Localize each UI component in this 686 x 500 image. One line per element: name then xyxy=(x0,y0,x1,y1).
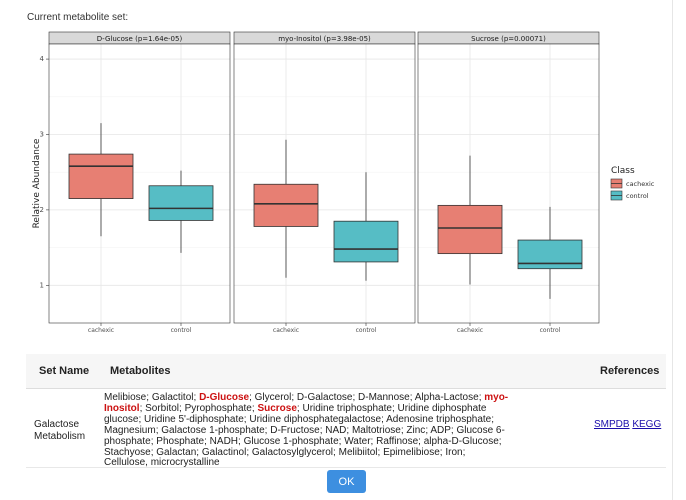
metabolite-item: Galactosylglycerol xyxy=(251,446,334,458)
header-references: References xyxy=(600,365,660,377)
metabolite-item: Melibiitol xyxy=(338,446,378,458)
metabolite-item: Adenosine triphosphate xyxy=(386,413,492,425)
x-tick-label: cachexic xyxy=(273,327,299,334)
metabolite-item: Zinc xyxy=(406,424,426,436)
metabolite-item: Pyrophosphate xyxy=(184,402,252,414)
box-control xyxy=(148,185,214,221)
metabolite-item: Water xyxy=(344,435,371,447)
header-metabolites: Metabolites xyxy=(110,365,171,377)
metabolite-item: Iron xyxy=(445,446,463,458)
facet-title: myo-Inositol (p=3.98e-05) xyxy=(278,35,371,43)
metabolite-item: Galactitol xyxy=(151,392,194,403)
metabolite-set-table: Set Name Metabolites References Galactos… xyxy=(26,354,666,468)
metabolite-item: Raffinose xyxy=(376,435,419,447)
metabolite-item: Stachyose xyxy=(104,446,151,458)
y-tick-label: 2 xyxy=(40,206,44,214)
metabolite-item: Glucose 1-phosphate xyxy=(243,435,339,447)
facet-title: D-Glucose (p=1.64e-05) xyxy=(97,35,183,43)
legend-title: Class xyxy=(611,166,635,176)
y-axis-title: Relative Abundance xyxy=(32,138,42,228)
table-header: Set Name Metabolites References xyxy=(26,354,666,389)
box-control xyxy=(333,220,399,263)
metabolite-item: NAD xyxy=(325,424,347,436)
panel-border xyxy=(48,43,231,324)
box-control xyxy=(517,239,583,270)
metabolite-highlighted: D-Glucose xyxy=(199,392,250,403)
facet-title: Sucrose (p=0.00071) xyxy=(471,35,546,43)
metabolite-item: Melibiose xyxy=(104,392,147,403)
metabolite-item: Galactan xyxy=(156,446,197,458)
metabolite-item: D-Mannose xyxy=(358,392,410,403)
smpdb-link[interactable]: SMPDB xyxy=(594,419,630,430)
x-tick-label: control xyxy=(540,327,561,334)
side-divider xyxy=(672,0,673,500)
panel-background xyxy=(418,44,599,323)
metabolite-item: ADP xyxy=(430,424,451,436)
y-tick-label: 3 xyxy=(40,130,44,138)
metabolite-item: Maltotriose xyxy=(351,424,401,436)
metabolite-item: Magnesium xyxy=(104,424,156,436)
metabolite-item: Uridine diphosphate glucose xyxy=(104,402,487,425)
box-cachexic xyxy=(68,153,134,199)
y-tick-label: 4 xyxy=(40,55,45,63)
references-cell: SMPDB KEGG xyxy=(594,419,661,430)
legend-label: cachexic xyxy=(626,180,655,188)
boxplot-chart: 1 2 3 4 Relative Abundance D-Glucose (p=1.64e… xyxy=(32,31,655,334)
panel-background xyxy=(234,44,415,323)
legend-label: control xyxy=(626,192,649,200)
panel-border xyxy=(417,43,600,324)
kegg-link[interactable]: KEGG xyxy=(632,419,662,430)
x-tick-label: cachexic xyxy=(457,327,483,334)
metabolite-item: Glucose 6-phosphate xyxy=(104,424,505,447)
set-name-cell: Galactose Metabolism xyxy=(34,419,86,442)
metabolite-highlighted: Sucrose xyxy=(257,402,297,414)
metabolite-item: Sorbitol xyxy=(145,402,180,414)
metabolite-item: Uridine triphosphate xyxy=(302,402,392,414)
metabolite-item: Galactose 1-phosphate xyxy=(161,424,265,436)
metabolite-item: Cellulose, microcrystalline xyxy=(104,457,220,469)
metabolite-item: Phosphate xyxy=(156,435,205,447)
metabolite-item: Uridine diphosphategalactose xyxy=(249,413,382,425)
x-tick-label: cachexic xyxy=(88,327,114,334)
metabolite-item: Galactinol xyxy=(201,446,247,458)
x-tick-label: control xyxy=(171,327,192,334)
metabolite-item: alpha-D-Glucose xyxy=(423,435,499,447)
metabolite-item: Glycerol xyxy=(254,392,292,403)
metabolite-item: D-Fructose xyxy=(270,424,320,436)
box-cachexic xyxy=(437,204,503,255)
metabolite-item: D-Galactose xyxy=(296,392,353,403)
box-cachexic xyxy=(253,183,319,227)
metabolite-item: Uridine 5'-diphosphate xyxy=(144,413,244,425)
metabolite-highlighted: myo-Inositol xyxy=(104,392,509,414)
metabolites-cell: Melibiose; Galactitol; D-Glucose; Glycer… xyxy=(104,392,509,469)
panel-border xyxy=(233,43,416,324)
table-row: Galactose Metabolism Melibiose; Galactit… xyxy=(26,389,666,468)
y-tick-label: 1 xyxy=(40,281,44,289)
current-set-label: Current metabolite set: xyxy=(27,12,129,23)
metabolite-item: Epimelibiose xyxy=(383,446,440,458)
x-tick-label: control xyxy=(356,327,377,334)
header-set-name: Set Name xyxy=(39,365,90,377)
metabolite-item: Alpha-Lactose xyxy=(414,392,479,403)
ok-button[interactable]: OK xyxy=(327,470,366,493)
metabolite-item: NADH xyxy=(209,435,239,447)
